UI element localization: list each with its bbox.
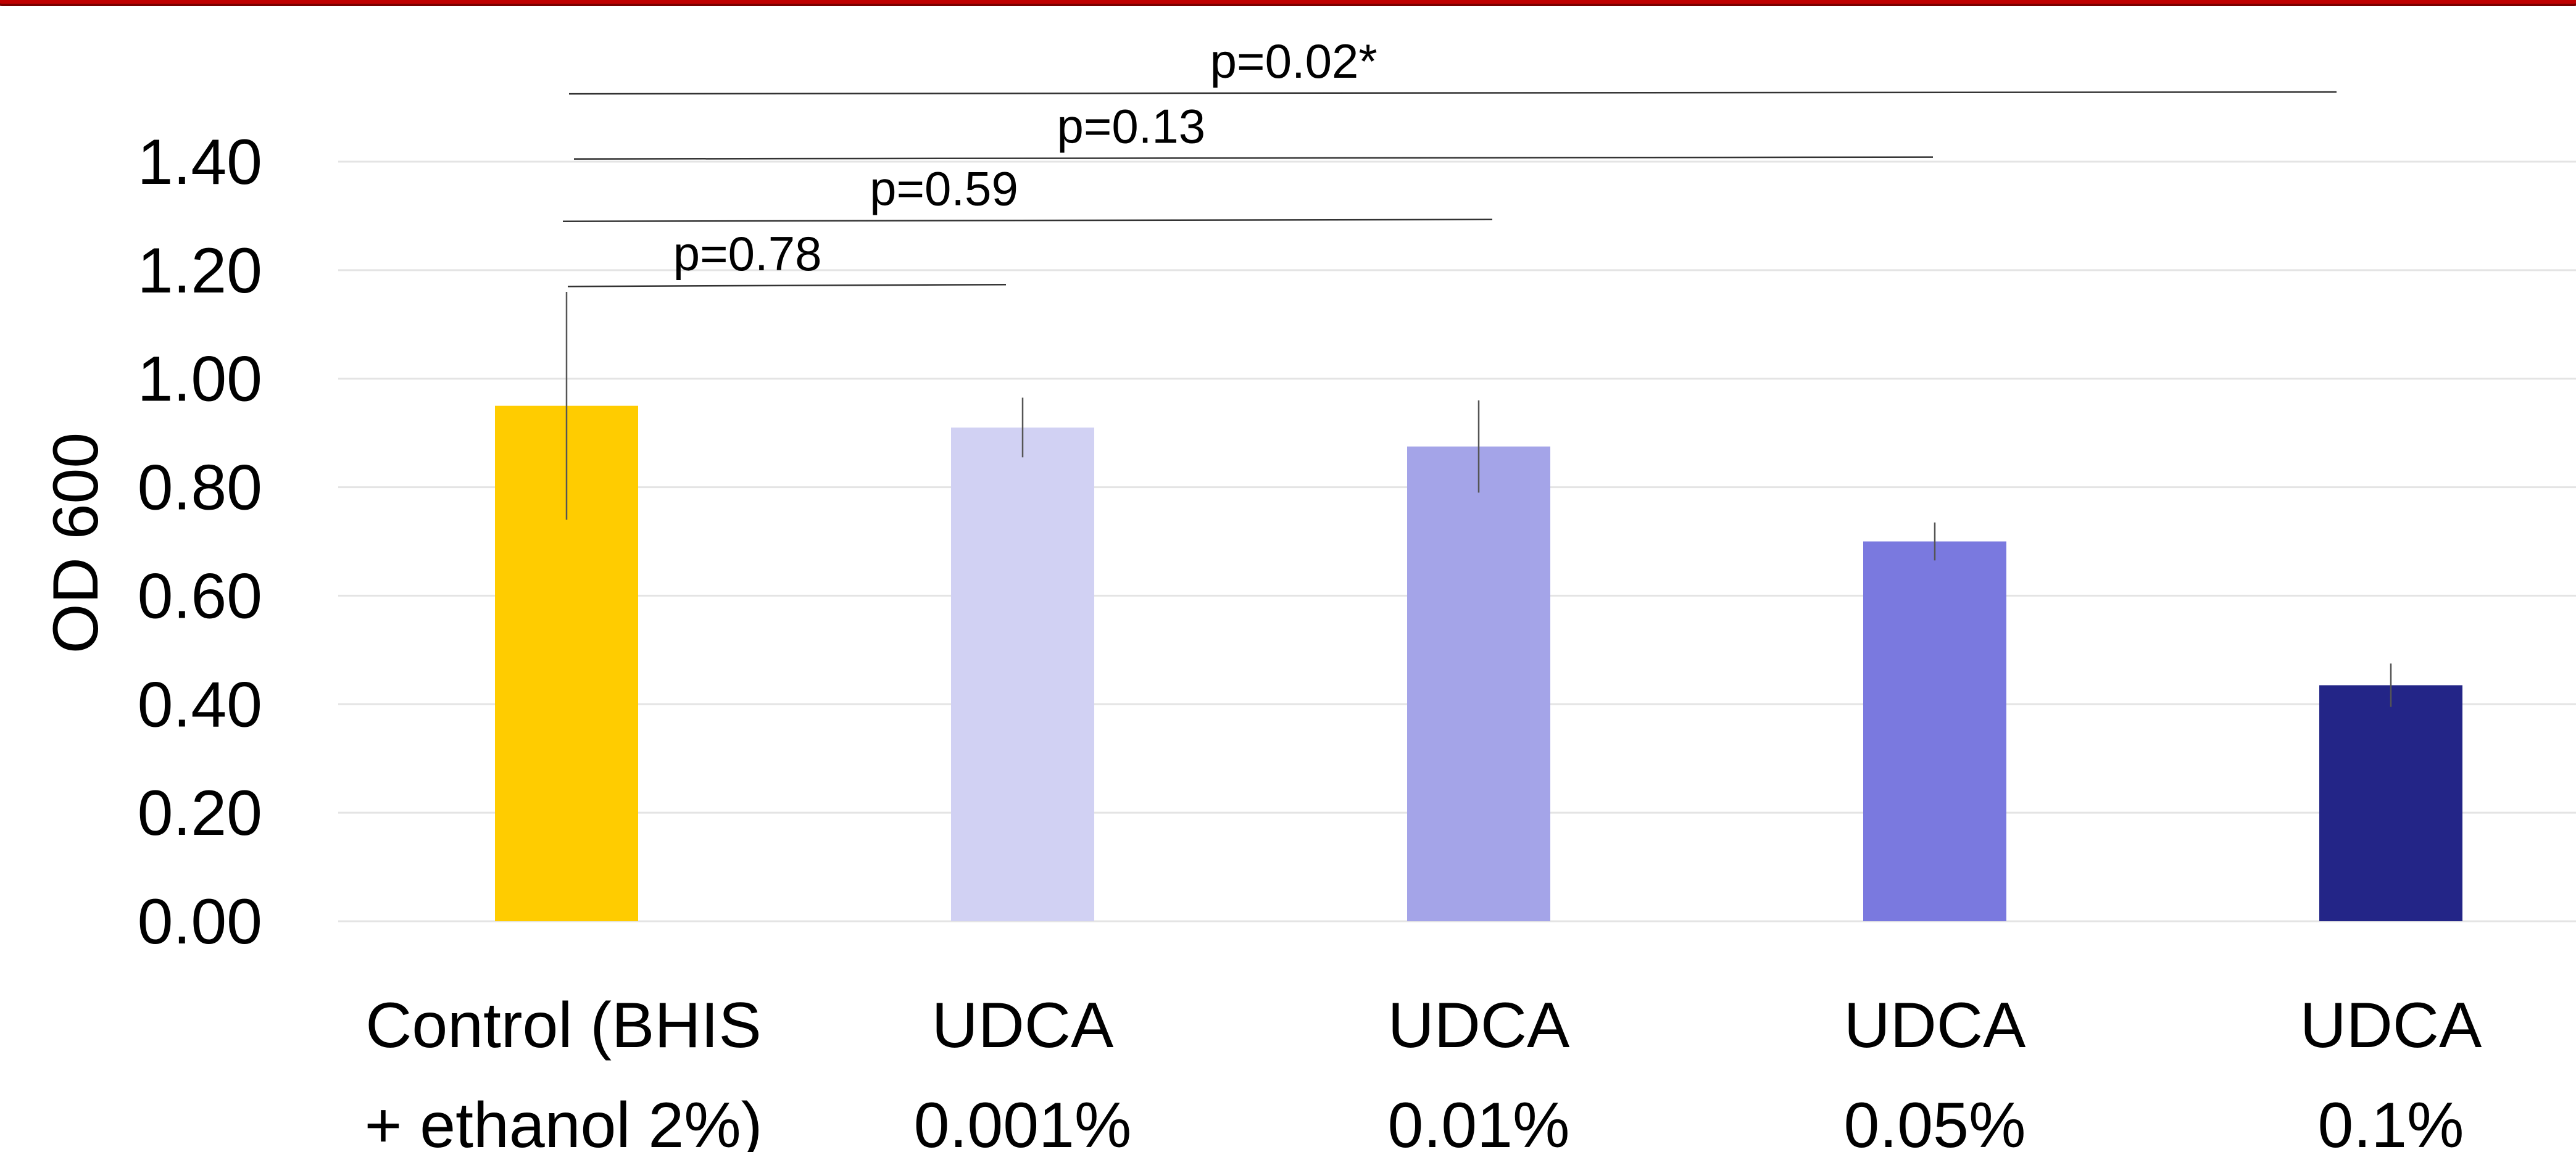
significance-bracket [568,91,2337,95]
x-category-label: + ethanol 2%) [365,1090,763,1152]
x-category-label: UDCA [2300,990,2482,1061]
y-tick-label: 0.40 [138,669,262,740]
y-tick-label: 0.80 [138,452,262,524]
x-category-label: 0.01% [1388,1090,1570,1152]
y-tick-label: 1.20 [138,235,262,307]
significance-bracket [562,218,1493,222]
x-category-label: 0.1% [2317,1090,2464,1152]
x-category-label: Control (BHIS [365,990,762,1061]
bar [951,427,1094,921]
p-value-label: p=0.59 [870,162,1018,216]
x-axis-categories: Control (BHIS + ethanol 2%) UDCA 0.001% UDCA… [365,990,2482,1152]
x-category-label: 0.05% [1844,1090,2026,1152]
y-tick-label: 0.00 [138,886,262,958]
x-category-label: UDCA [932,990,1114,1061]
y-axis-ticks: 0.00 0.20 0.40 0.60 0.80 1.00 1.20 1.40 [138,126,262,958]
y-tick-label: 0.60 [138,560,262,632]
bar [2319,685,2462,921]
x-category-label: UDCA [1844,990,2026,1061]
y-tick-label: 0.20 [138,777,262,849]
p-value-label: p=0.78 [673,226,822,281]
significance-bracket [567,283,1007,288]
y-tick-label: 1.40 [138,126,262,198]
bar [1407,446,1550,921]
y-tick-label: 1.00 [138,344,262,415]
bars [495,405,2462,921]
y-axis-label: OD 600 [40,433,112,653]
x-category-label: UDCA [1388,990,1570,1061]
bar [1863,541,2006,921]
x-category-label: 0.001% [914,1090,1132,1152]
significance-brackets: p=0.78 p=0.59 p=0.13p=0.02* [562,34,2337,288]
p-value-label: p=0.13 [1057,99,1205,154]
error-bars [565,292,2392,707]
significance-bracket [573,156,1934,160]
p-value-label: p=0.02* [1210,34,1377,88]
header-bar [0,0,2576,6]
